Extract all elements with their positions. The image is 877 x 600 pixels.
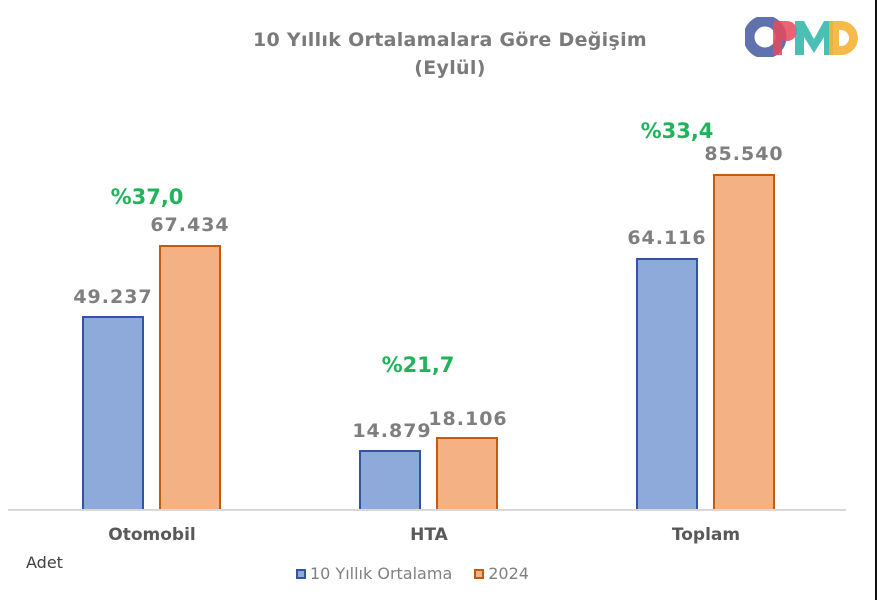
- legend: 10 Yıllık Ortalama 2024: [296, 564, 551, 583]
- bar-otomobil-avg: [82, 316, 144, 510]
- legend-item-2024: 2024: [474, 564, 529, 583]
- category-label-otomobil: Otomobil: [108, 525, 196, 545]
- x-axis-line: [8, 509, 846, 511]
- bar-toplam-avg: [636, 258, 698, 510]
- odmd-logo-icon: [745, 17, 858, 57]
- bar-toplam-2024: [713, 174, 775, 510]
- category-label-toplam: Toplam: [671, 525, 741, 545]
- legend-label-2024: 2024: [488, 564, 529, 583]
- chart-subtitle: (Eylül): [414, 57, 486, 79]
- bar-hta-avg: [359, 450, 421, 510]
- pct-label-otomobil: %37,0: [110, 185, 184, 209]
- pct-label-hta: %21,7: [381, 353, 455, 377]
- chart-title: 10 Yıllık Ortalamalara Göre Değişim (Eyl…: [180, 26, 720, 82]
- unit-label: Adet: [26, 553, 63, 572]
- legend-swatch-2024-icon: [474, 568, 485, 579]
- value-label-otomobil-avg: 49.237: [73, 286, 153, 308]
- value-label-toplam-avg: 64.116: [627, 227, 707, 249]
- pct-label-toplam: %33,4: [640, 119, 714, 143]
- legend-label-avg: 10 Yıllık Ortalama: [310, 564, 453, 583]
- bar-otomobil-2024: [159, 245, 221, 510]
- value-label-hta-2024: 18.106: [428, 408, 508, 430]
- value-label-hta-avg: 14.879: [352, 420, 432, 442]
- right-border: [875, 0, 877, 600]
- value-label-toplam-2024: 85.540: [704, 143, 784, 165]
- bar-hta-2024: [436, 437, 498, 510]
- chart-title-line1: 10 Yıllık Ortalamalara Göre Değişim: [252, 29, 648, 51]
- legend-swatch-avg-icon: [296, 568, 306, 579]
- value-label-otomobil-2024: 67.434: [150, 214, 230, 236]
- legend-item-avg: 10 Yıllık Ortalama: [296, 564, 452, 583]
- category-label-hta: HTA: [410, 525, 448, 545]
